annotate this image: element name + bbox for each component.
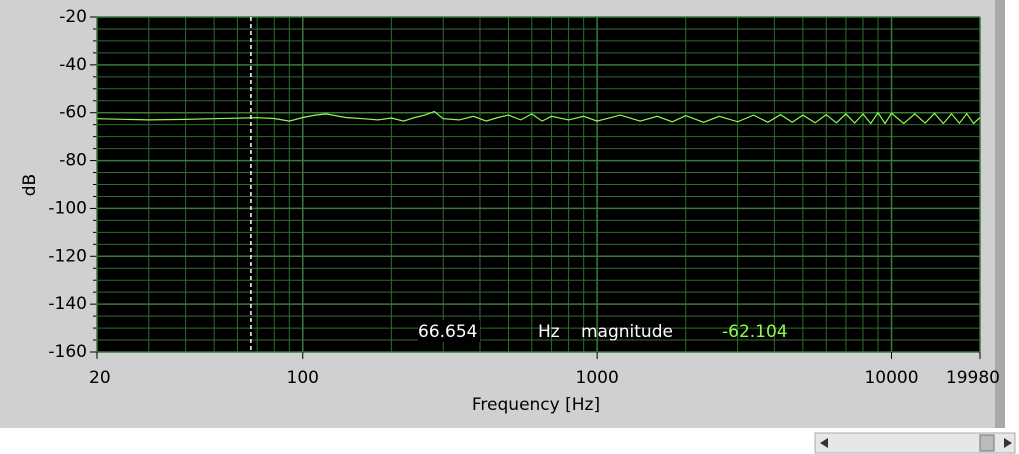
cursor-name: magnitude (581, 322, 673, 342)
y-tick-label: -140 (48, 294, 87, 314)
cursor-box (418, 320, 480, 342)
cursor-y-value: -62.104 (722, 322, 788, 342)
x-tick-label: 1000 (576, 368, 619, 388)
scroll-left[interactable] (820, 438, 828, 448)
y-axis-label: dB (20, 174, 40, 196)
marks (96, 17, 981, 352)
y-tick-label: -160 (48, 342, 87, 362)
grid (90, 16, 981, 359)
y-tick-label: -120 (48, 246, 87, 266)
cursor-unit: Hz (538, 322, 560, 342)
y-tick-label: -20 (59, 7, 87, 27)
y-tick-label: -100 (48, 198, 87, 218)
scroll-right[interactable] (1004, 438, 1012, 448)
x-tick-label: 20 (89, 368, 111, 388)
series-line (96, 110, 981, 125)
x-tick-label: 19980 (946, 368, 1000, 388)
x-tick-label: 10000 (864, 368, 918, 388)
cursor-x-value: 66.654 (418, 322, 477, 342)
x-tick-label: 100 (287, 368, 319, 388)
scrollbar[interactable] (814, 432, 1016, 454)
x-axis-label: Frequency [Hz] (472, 395, 600, 415)
y-tick-label: -80 (59, 151, 87, 171)
y-tick-label: -40 (59, 55, 87, 75)
scroll-thumb[interactable] (979, 434, 995, 452)
panel-edge (995, 0, 1005, 428)
y-tick-label: -60 (59, 103, 87, 123)
